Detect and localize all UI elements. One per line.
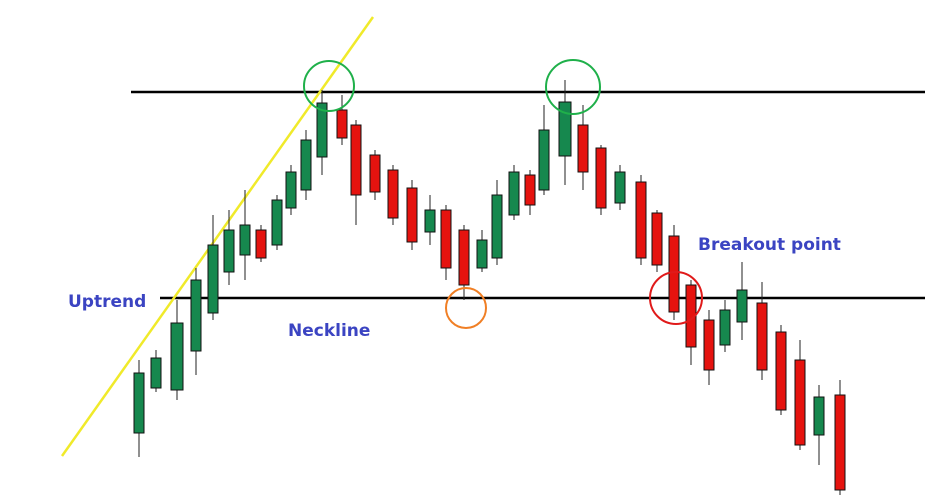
candle <box>133 372 145 434</box>
candle <box>834 394 846 491</box>
candle <box>223 229 235 273</box>
uptrend-label: Uptrend <box>68 292 146 312</box>
candle <box>207 244 219 314</box>
candle <box>524 174 536 206</box>
trend-line <box>60 16 375 457</box>
candle <box>736 289 748 323</box>
candle <box>491 194 503 259</box>
candle <box>406 187 418 243</box>
candle <box>170 322 184 391</box>
candle <box>635 181 647 259</box>
candle <box>458 229 470 286</box>
candle <box>316 102 328 158</box>
candle <box>271 199 283 246</box>
candle <box>255 229 267 259</box>
candle <box>756 302 768 371</box>
candle <box>239 224 251 256</box>
breakout-label: Breakout point <box>698 235 841 255</box>
candle <box>651 212 663 266</box>
candle <box>558 101 572 157</box>
candle <box>813 396 825 436</box>
candle <box>424 209 436 233</box>
candle <box>719 309 731 346</box>
candle <box>350 124 362 196</box>
candle <box>150 357 162 389</box>
candle <box>476 239 488 269</box>
top-circle <box>545 59 601 115</box>
candle <box>336 109 348 139</box>
breakout-circle <box>649 271 703 325</box>
candle <box>775 331 787 411</box>
candle <box>285 171 297 209</box>
candle <box>300 139 312 191</box>
neckline-label: Neckline <box>288 321 370 341</box>
candle <box>440 209 452 269</box>
candle <box>369 154 381 193</box>
candle <box>508 171 520 216</box>
candle <box>577 124 589 173</box>
candle <box>595 147 607 209</box>
candle <box>538 129 550 191</box>
candle <box>703 319 715 371</box>
candles <box>133 80 846 495</box>
top-circle <box>303 60 355 112</box>
candle <box>794 359 806 446</box>
candle <box>668 235 680 313</box>
candle <box>387 169 399 219</box>
candle <box>614 171 626 204</box>
neckline-circle <box>445 287 487 329</box>
candle <box>190 279 202 352</box>
